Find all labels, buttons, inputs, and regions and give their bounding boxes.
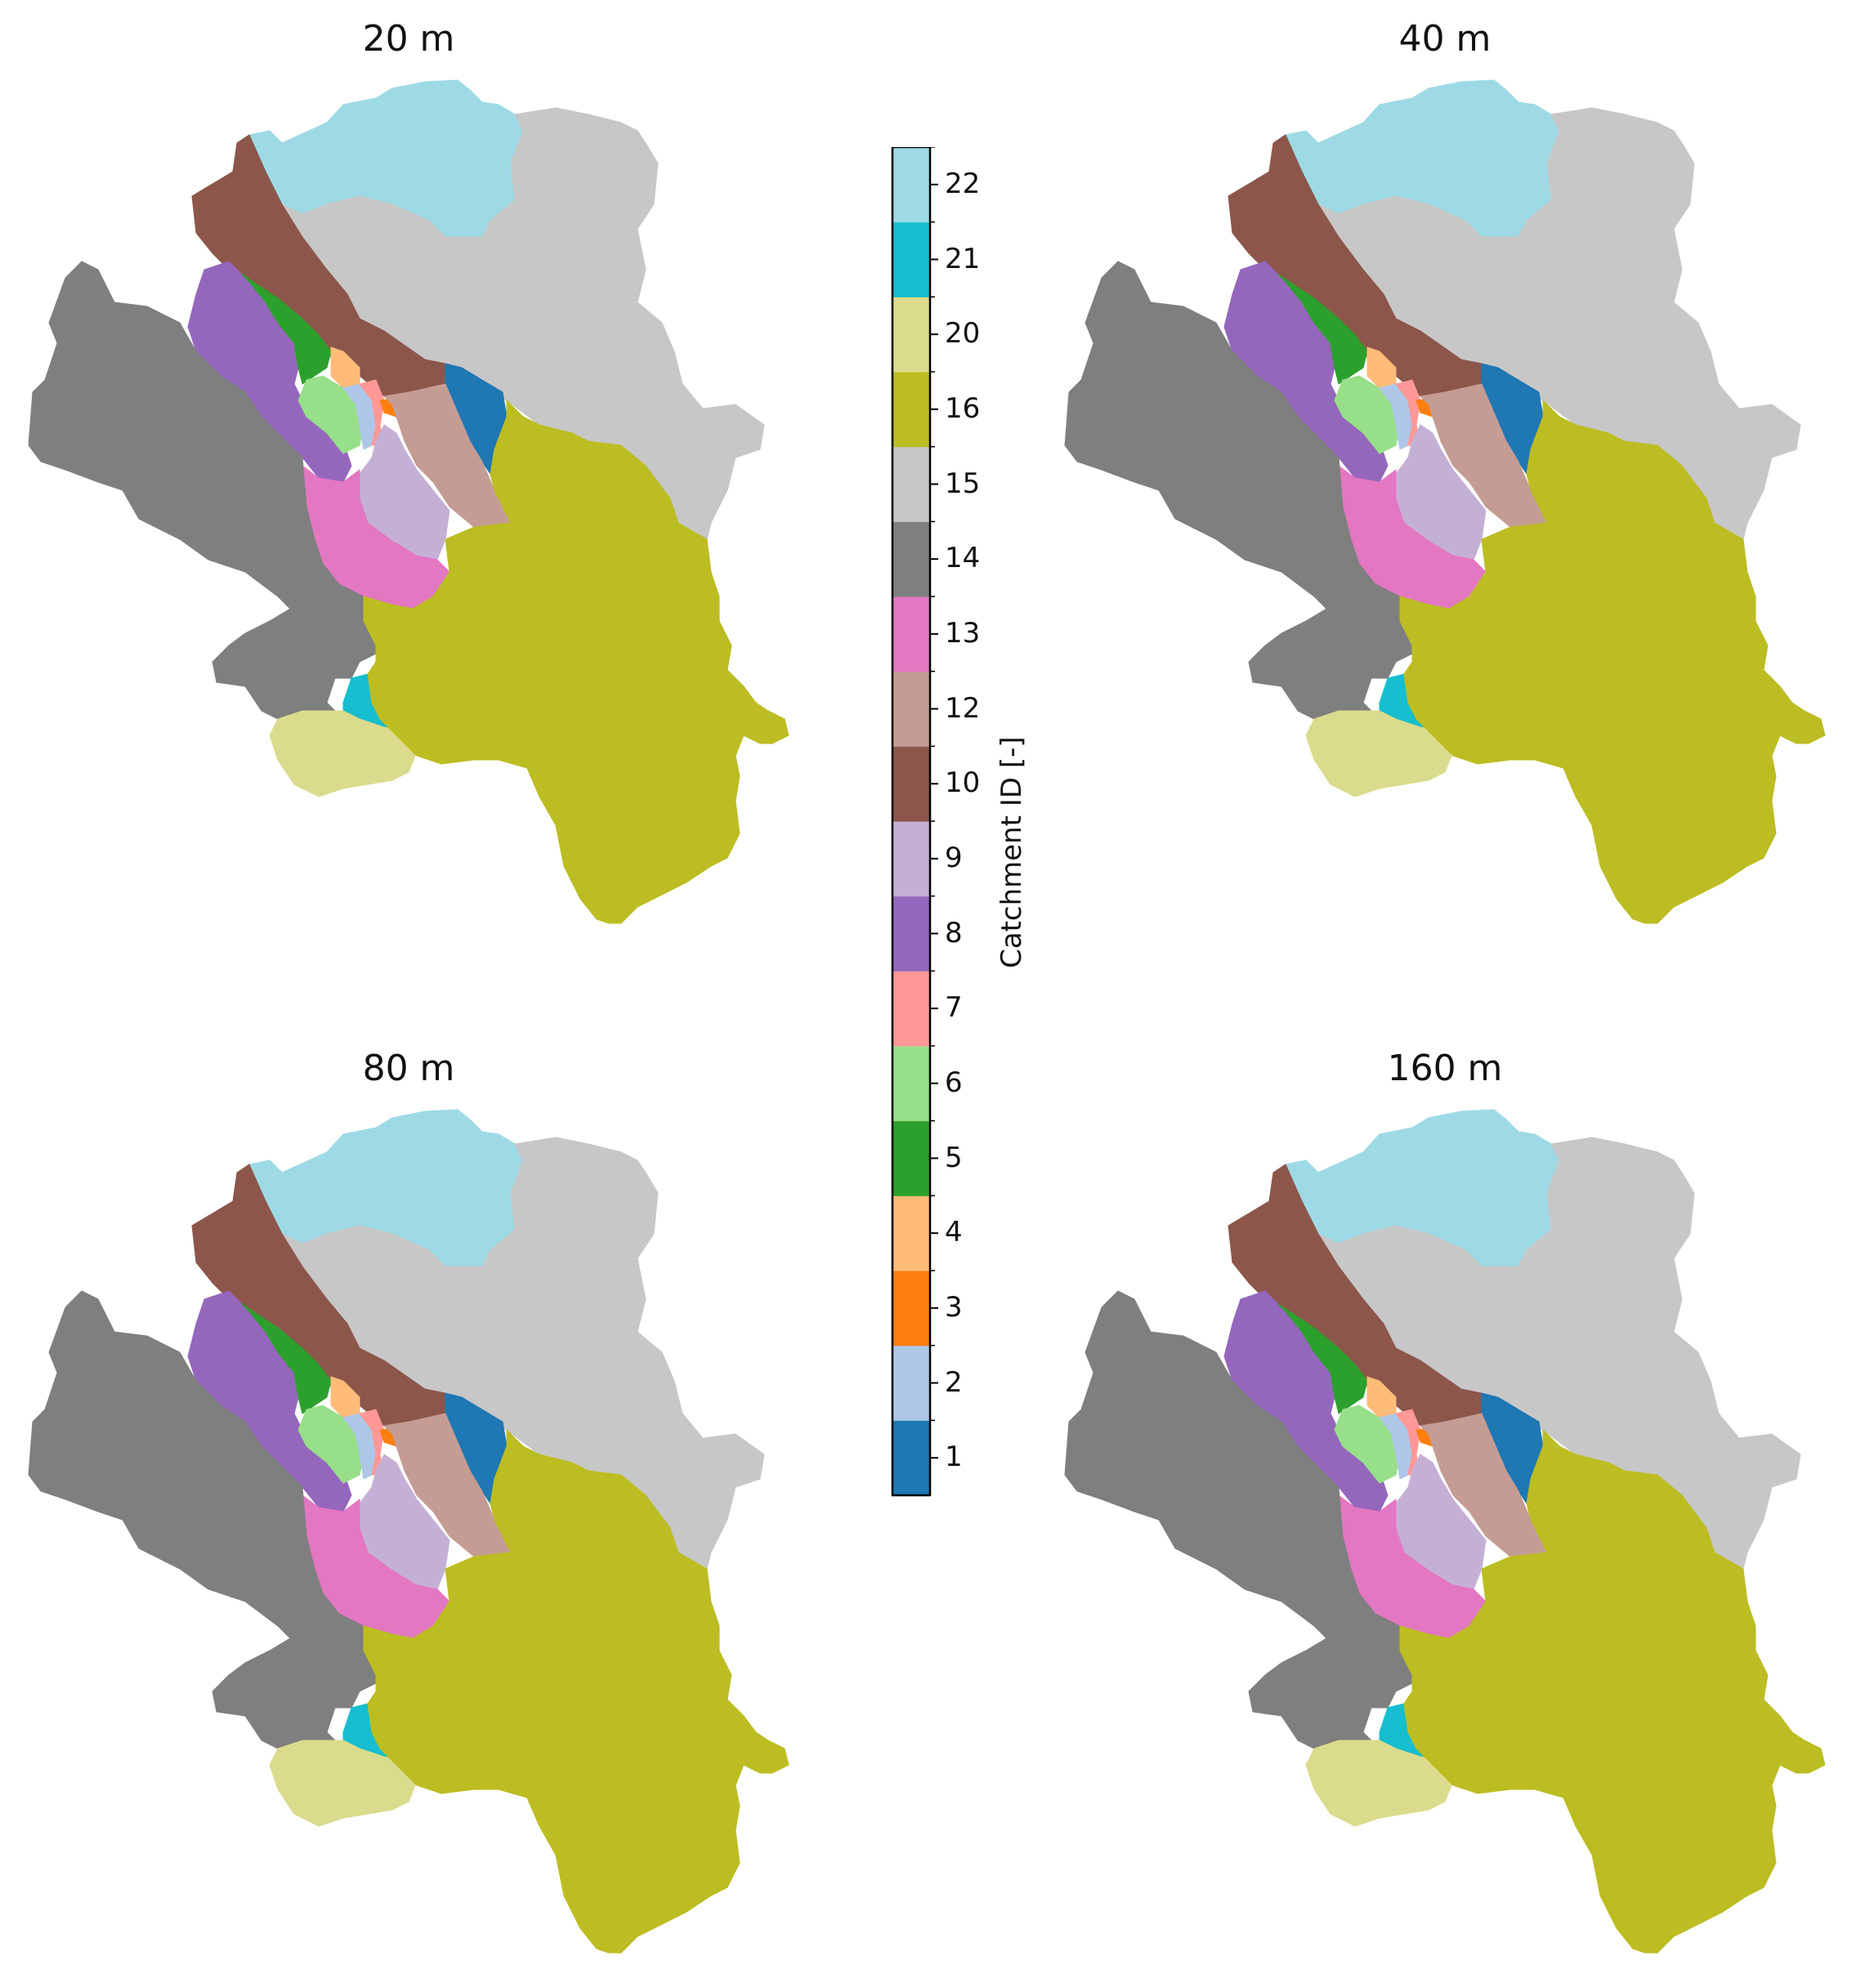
colorbar <box>891 147 938 1497</box>
catchment-5-40m <box>1277 273 1368 385</box>
catchment-16-40m <box>1399 399 1826 924</box>
catchment-map-40m <box>1064 79 1826 924</box>
panel-title-20m: 20 m <box>362 18 455 60</box>
panel-title-40m: 40 m <box>1398 18 1492 60</box>
colorbar-label-6: 6 <box>945 1065 963 1099</box>
catchment-6-80m <box>297 1405 364 1484</box>
panel-title-160m: 160 m <box>1387 1048 1503 1089</box>
catchment-20-20m <box>269 710 418 797</box>
catchment-5-80m <box>240 1302 332 1414</box>
catchment-6-40m <box>1334 375 1401 454</box>
catchment-6-20m <box>297 375 364 454</box>
colorbar-swatch-7 <box>892 971 930 1047</box>
colorbar-label-8: 8 <box>945 916 963 949</box>
catchment-20-160m <box>1305 1740 1454 1827</box>
catchment-5-160m <box>1277 1302 1368 1414</box>
colorbar-swatch-14 <box>892 521 930 597</box>
catchment-6-160m <box>1334 1405 1401 1484</box>
catchment-20-80m <box>269 1740 418 1827</box>
catchment-16-160m <box>1399 1428 1826 1954</box>
colorbar-label-14: 14 <box>945 542 981 575</box>
colorbar-label-21: 21 <box>945 242 981 275</box>
colorbar-swatch-15 <box>892 446 930 522</box>
colorbar-label-4: 4 <box>945 1216 963 1249</box>
colorbar-label-10: 10 <box>945 766 981 800</box>
catchment-5-20m <box>240 273 332 385</box>
colorbar-swatch-1 <box>892 1420 930 1496</box>
catchment-20-40m <box>1305 710 1454 797</box>
colorbar-swatch-12 <box>892 671 930 747</box>
colorbar-label-5: 5 <box>945 1141 963 1174</box>
colorbar-swatch-21 <box>892 221 930 297</box>
colorbar-title: Catchment ID [-] <box>995 736 1028 968</box>
colorbar-label-13: 13 <box>945 616 981 650</box>
colorbar-label-9: 9 <box>945 841 963 874</box>
colorbar-swatch-22 <box>892 147 930 223</box>
colorbar-label-16: 16 <box>945 391 981 425</box>
colorbar-label-22: 22 <box>945 167 981 200</box>
colorbar-label-3: 3 <box>945 1290 963 1324</box>
colorbar-swatch-6 <box>892 1046 930 1122</box>
colorbar-swatch-16 <box>892 372 930 448</box>
catchment-map-20m <box>28 79 789 924</box>
colorbar-label-7: 7 <box>945 991 963 1025</box>
colorbar-swatch-9 <box>892 821 930 897</box>
colorbar-label-12: 12 <box>945 691 981 725</box>
colorbar-swatch-20 <box>892 297 930 373</box>
colorbar-swatch-8 <box>892 896 930 972</box>
colorbar-label-15: 15 <box>945 467 981 500</box>
colorbar-swatch-4 <box>892 1195 930 1271</box>
catchment-map-80m <box>28 1109 789 1954</box>
colorbar-label-20: 20 <box>945 317 981 351</box>
colorbar-swatch-3 <box>892 1271 930 1347</box>
colorbar-label-2: 2 <box>945 1365 963 1399</box>
colorbar-frame <box>891 147 932 1497</box>
panel-title-80m: 80 m <box>362 1048 455 1089</box>
colorbar-swatch-2 <box>892 1345 930 1421</box>
catchment-16-20m <box>363 399 789 924</box>
catchment-map-160m <box>1064 1109 1826 1954</box>
colorbar-swatch-10 <box>892 746 930 822</box>
colorbar-label-1: 1 <box>945 1441 963 1474</box>
colorbar-swatch-5 <box>892 1120 930 1196</box>
catchment-16-80m <box>363 1428 789 1954</box>
colorbar-swatch-13 <box>892 596 930 672</box>
